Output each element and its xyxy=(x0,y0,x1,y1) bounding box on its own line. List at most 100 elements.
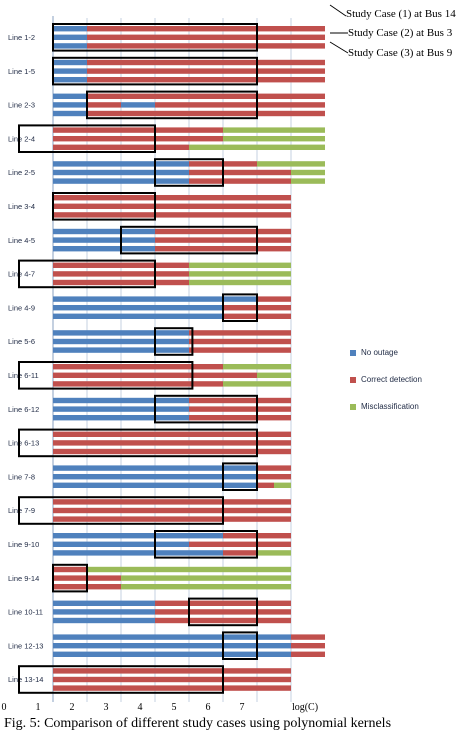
bar-segment-red xyxy=(257,296,291,302)
legend-item-no-outage: No outage xyxy=(350,339,422,366)
bar-segment-red xyxy=(189,330,291,336)
bar-segment-red xyxy=(53,144,189,150)
bar-segment-green xyxy=(223,364,291,370)
bar-segment-red xyxy=(257,474,291,480)
bar-segment-blue xyxy=(53,246,155,252)
highlight-box xyxy=(222,462,258,491)
highlight-box xyxy=(222,631,258,661)
bar-segment-green xyxy=(223,381,291,387)
bar-segment-green xyxy=(223,127,325,133)
category-label: Line 1-2 xyxy=(8,33,35,42)
bar-segment-blue xyxy=(53,161,189,167)
x-tick-label: 3 xyxy=(104,702,109,713)
legend-label-misclassification: Misclassification xyxy=(361,402,419,411)
figure-caption: Fig. 5: Comparison of different study ca… xyxy=(4,716,392,731)
study-case-2-label: Study Case (2) at Bus 3 xyxy=(348,27,453,39)
bar-segment-red xyxy=(53,127,223,133)
bar-segment-red xyxy=(189,541,291,547)
highlight-box xyxy=(222,293,258,322)
legend-swatch-no-outage xyxy=(350,349,356,356)
bar-segment-green xyxy=(87,566,291,573)
bar-segment-red xyxy=(53,271,189,277)
bar-segment-blue xyxy=(53,330,189,336)
bar-segment-red xyxy=(155,246,291,252)
bar-segment-blue xyxy=(121,102,155,108)
highlight-box xyxy=(18,428,258,458)
bar-segment-blue xyxy=(53,313,223,319)
bar-segment-red xyxy=(291,634,325,640)
legend-swatch-misclassification xyxy=(350,403,356,410)
bar-segment-red xyxy=(53,499,291,505)
bar-segment-blue xyxy=(53,541,189,547)
bar-segment-red xyxy=(53,381,223,387)
bar-segment-green xyxy=(189,144,325,150)
bar-segment-green xyxy=(121,575,291,581)
bar-segment-blue xyxy=(53,26,87,32)
bar-segment-blue xyxy=(53,228,155,235)
x-tick-label: 1 xyxy=(36,702,41,713)
bar-segment-red xyxy=(87,77,325,83)
category-label: Line 12-13 xyxy=(8,641,43,650)
bar-segment-green xyxy=(274,482,291,488)
bar-segment-blue xyxy=(53,68,87,74)
bar-segment-red xyxy=(87,34,325,40)
category-label: Line 4-9 xyxy=(8,303,35,312)
bar-segment-blue xyxy=(53,397,189,404)
highlight-box xyxy=(154,394,258,424)
bar-segment-blue xyxy=(53,305,223,311)
category-label: Line 7-8 xyxy=(8,472,35,481)
category-label: Line 5-6 xyxy=(8,337,35,346)
bar-segment-red xyxy=(53,668,291,674)
bar-segment-red xyxy=(87,110,325,117)
bar-segment-green xyxy=(257,161,325,167)
highlight-box xyxy=(188,597,258,627)
bar-segment-red xyxy=(87,102,121,108)
bar-segment-blue xyxy=(53,600,155,606)
bar-segment-blue xyxy=(53,347,189,353)
bar-segment-blue xyxy=(53,609,155,615)
bar-segment-red xyxy=(53,364,223,370)
bar-segment-red xyxy=(257,482,274,488)
highlight-box xyxy=(154,327,194,356)
legend: No outage Correct detection Misclassific… xyxy=(350,339,422,420)
x-axis-label: log(C) xyxy=(292,702,318,713)
highlight-box xyxy=(52,192,156,221)
bar-segment-red xyxy=(291,643,325,649)
bar-segment-green xyxy=(223,136,325,142)
bar-segment-blue xyxy=(53,43,87,49)
category-label: Line 10-11 xyxy=(8,608,43,617)
category-label: Line 9-14 xyxy=(8,574,39,583)
bar-segment-blue xyxy=(53,651,291,657)
bar-segment-red xyxy=(53,685,291,691)
bar-segment-blue xyxy=(53,178,189,184)
highlight-box xyxy=(18,665,224,694)
category-label: Line 6-13 xyxy=(8,439,39,448)
bar-segment-green xyxy=(121,584,291,590)
bar-segment-red xyxy=(53,279,189,286)
legend-item-misclassification: Misclassification xyxy=(350,393,422,420)
bar-segment-red xyxy=(189,415,291,421)
highlight-box xyxy=(52,56,258,86)
category-label: Line 4-7 xyxy=(8,270,35,279)
category-label: Line 13-14 xyxy=(8,675,43,684)
bar-segment-red xyxy=(189,169,291,176)
bar-segment-red xyxy=(87,43,325,49)
bar-segment-red xyxy=(53,566,87,573)
bar-segment-red xyxy=(53,372,257,378)
bar-segment-red xyxy=(189,178,291,184)
bar-segment-blue xyxy=(53,296,257,302)
bar-segment-blue xyxy=(53,634,291,640)
category-label: Line 9-10 xyxy=(8,540,39,549)
bar-segment-red xyxy=(87,93,325,99)
study-case-3-label: Study Case (3) at Bus 9 xyxy=(348,47,453,59)
bar-segment-blue xyxy=(53,34,87,40)
bar-segment-red xyxy=(53,507,291,514)
bar-segment-red xyxy=(257,465,291,471)
bar-segment-red xyxy=(155,228,291,235)
highlight-box xyxy=(18,361,194,390)
bar-segment-red xyxy=(223,550,257,556)
bar-segment-red xyxy=(189,397,291,404)
bar-segment-red xyxy=(53,262,189,268)
bar-segment-red xyxy=(155,617,291,624)
bar-segment-blue xyxy=(53,617,155,624)
